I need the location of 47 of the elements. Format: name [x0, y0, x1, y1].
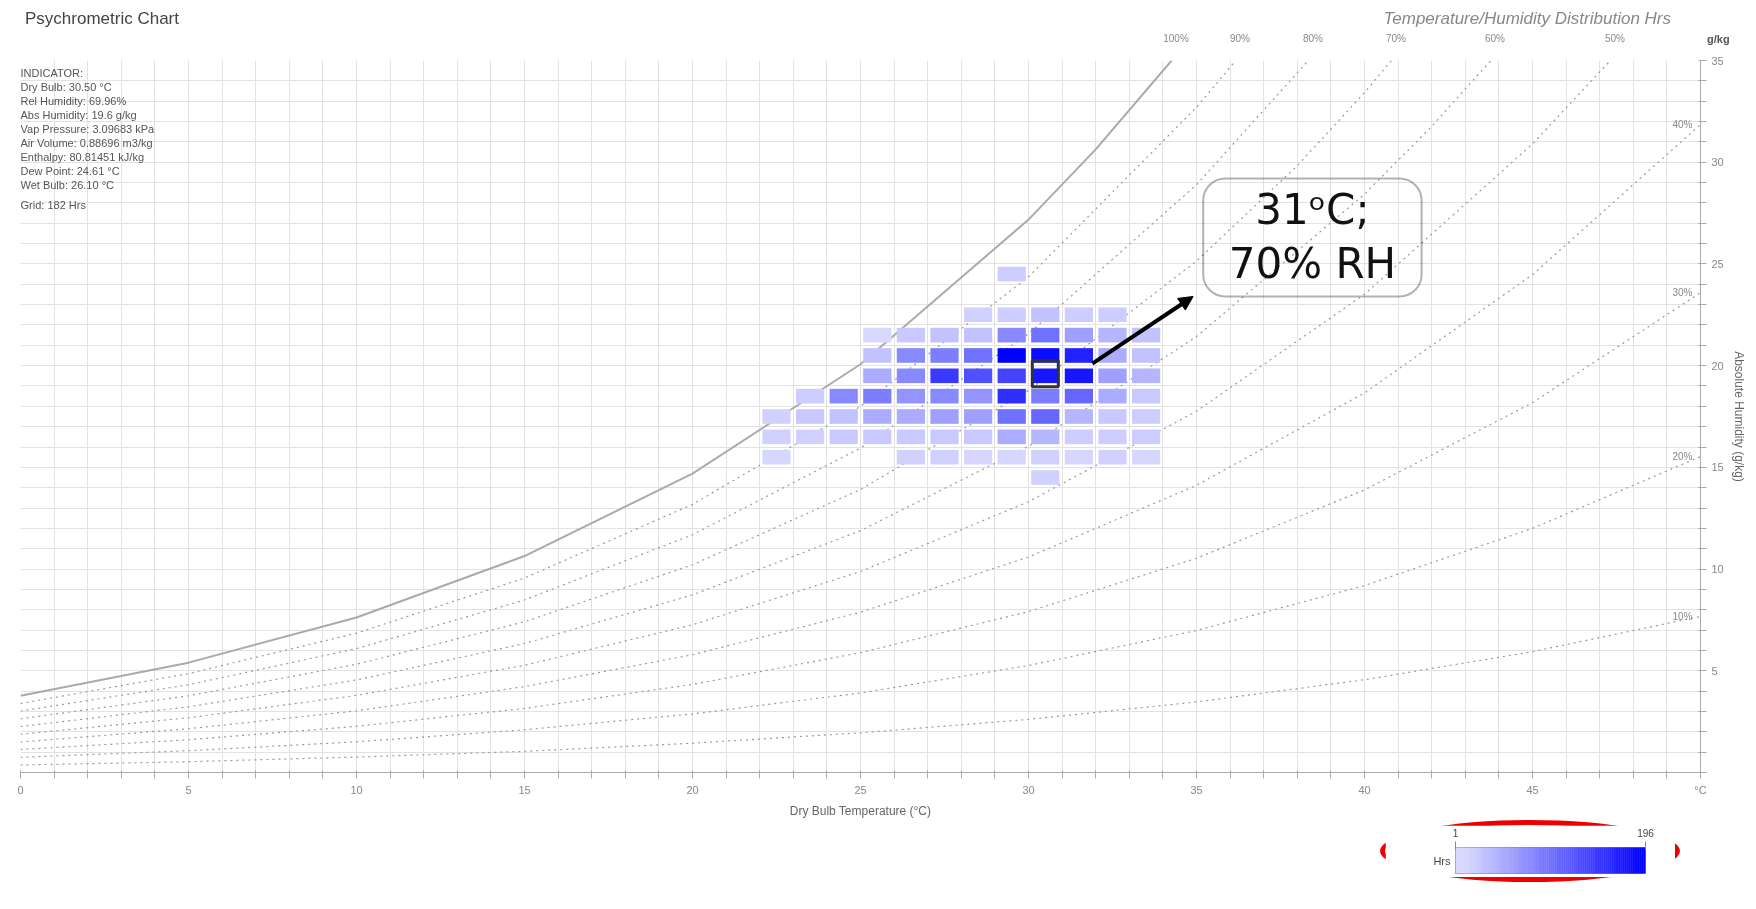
x-tick-label: 15 [518, 783, 531, 796]
x-tick-label: 40 [1358, 783, 1371, 796]
y-tick-label: 15 [1711, 461, 1724, 474]
series-label: 30% [1672, 287, 1693, 299]
annotation: Wet Bulb: 26.10 °C [20, 178, 115, 191]
annotation: Vap Pressure: 3.09683 kPa [20, 122, 156, 135]
annotation: Air Volume: 0.88696 m3/kg [20, 136, 153, 149]
x-tick-label: 10 [350, 783, 363, 796]
x-tick-label: 30 [1022, 783, 1035, 796]
series-label: 70% [1385, 33, 1407, 44]
x-tick-label: 0 [17, 783, 24, 796]
text: °C [1694, 783, 1707, 796]
y-axis-title: Absolute Humidity (g/kg) [1731, 351, 1746, 482]
annotation: INDICATOR: [20, 66, 84, 79]
series-label: 50% [1604, 33, 1626, 44]
text: g/kg [1707, 33, 1730, 45]
series-label: 40% [1672, 119, 1693, 131]
y-tick-label: 30 [1711, 156, 1724, 169]
series-label: 10% [1672, 610, 1693, 622]
x-tick-label: 45 [1526, 783, 1539, 796]
chart-subtitle: Temperature/Humidity Distribution Hrs [1383, 9, 1671, 29]
annotation: Rel Humidity: 69.96% [20, 94, 127, 107]
y-tick-label: 10 [1711, 563, 1724, 576]
x-tick-label: 35 [1190, 783, 1203, 796]
color-bar-label: 196 [1637, 827, 1655, 839]
x-axis-title: Dry Bulb Temperature (°C) [789, 803, 932, 818]
annotation: Dew Point: 24.61 °C [20, 164, 120, 177]
annotation: Grid: 182 Hrs [20, 198, 87, 211]
y-tick-label: 25 [1711, 257, 1724, 270]
y-tick-label: 5 [1711, 664, 1718, 677]
y-tick-label: 20 [1711, 359, 1724, 372]
annotation: Enthalpy: 80.81451 kJ/kg [20, 150, 145, 163]
series-label: 60% [1484, 33, 1506, 44]
color-bar-title: Hrs [1433, 854, 1451, 867]
series-label: 20% [1672, 451, 1693, 463]
chart-title: Psychrometric Chart [25, 9, 179, 29]
annotation: Abs Humidity: 19.6 g/kg [20, 108, 137, 121]
color-bar-label: 1 [1452, 827, 1459, 839]
x-tick-label: 20 [686, 783, 699, 796]
annotation: 31ᵒC; 70% RH [1228, 184, 1397, 289]
annotation: Dry Bulb: 30.50 °C [20, 80, 112, 93]
x-tick-label: 25 [854, 783, 867, 796]
series-label: 100% [1163, 33, 1189, 44]
y-tick-label: 35 [1711, 54, 1724, 67]
series-label: 80% [1302, 33, 1324, 44]
series-label: 90% [1229, 33, 1251, 44]
x-tick-label: 5 [185, 783, 192, 796]
